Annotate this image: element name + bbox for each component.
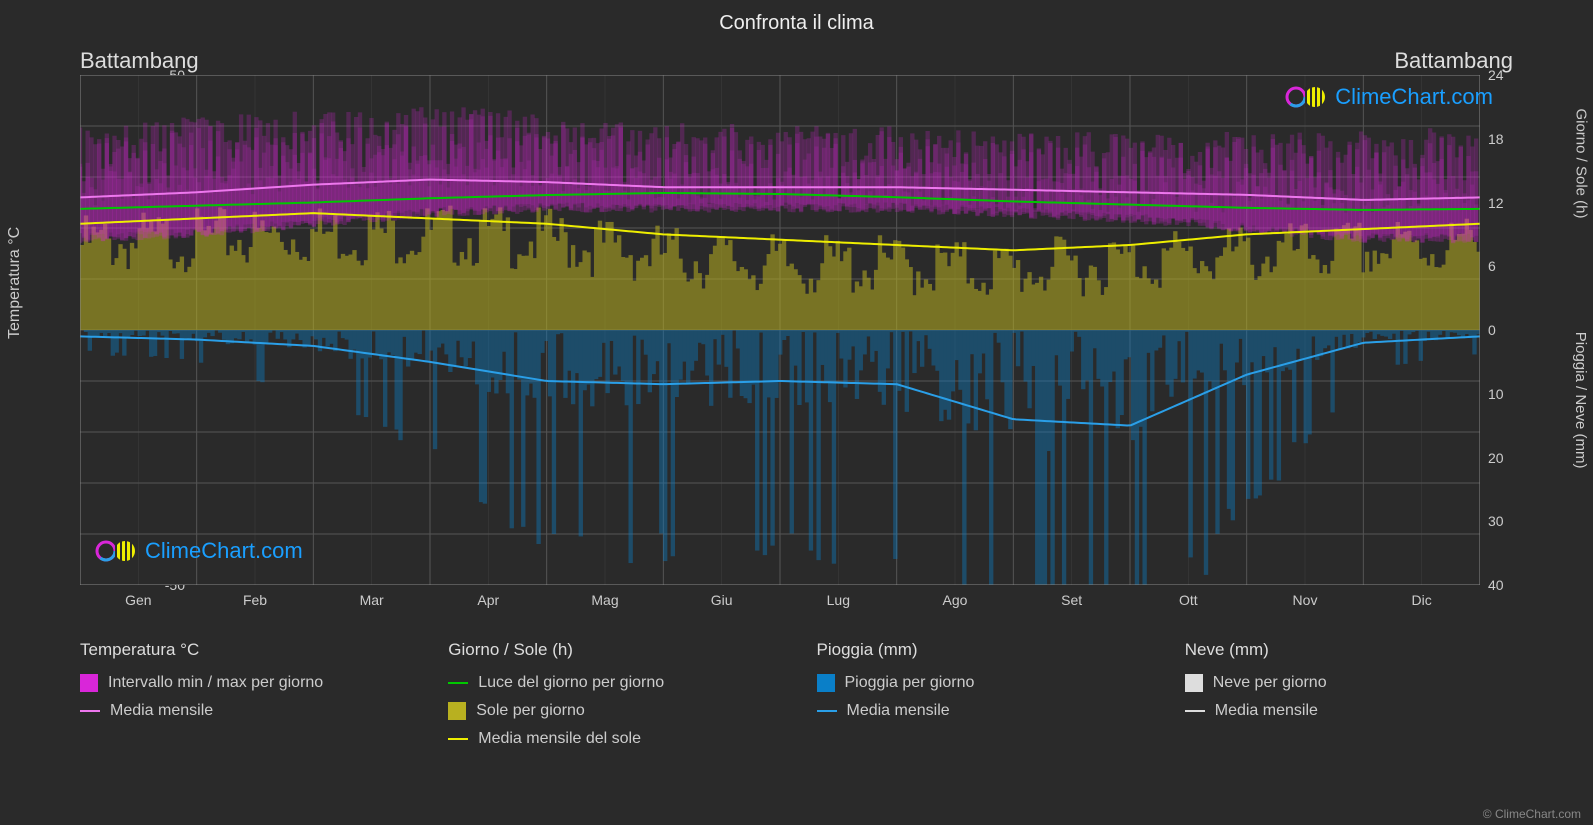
legend-swatch	[80, 674, 98, 692]
legend-item: Neve per giorno	[1185, 674, 1513, 692]
legend-item: Luce del giorno per giorno	[448, 674, 776, 692]
y-tick-right: 20	[1488, 450, 1504, 466]
x-tick: Set	[1061, 592, 1082, 608]
legend-label: Media mensile	[1215, 702, 1318, 720]
legend-label: Neve per giorno	[1213, 674, 1327, 692]
y-axis-right-top-label: Giorno / Sole (h)	[1573, 108, 1590, 218]
y-tick-right: 10	[1488, 386, 1504, 402]
y-axis-left-label: Temperatura °C	[6, 227, 24, 339]
x-tick: Mag	[591, 592, 618, 608]
legend: Temperatura °C Intervallo min / max per g…	[80, 640, 1513, 758]
legend-swatch	[817, 710, 837, 712]
legend-swatch	[80, 710, 100, 712]
y-axis-right-bottom-label: Pioggia / Neve (mm)	[1573, 332, 1590, 469]
chart-title: Confronta il clima	[719, 12, 874, 35]
x-tick: Dic	[1412, 592, 1432, 608]
climate-chart: Confronta il clima Battambang Battambang…	[0, 0, 1593, 825]
legend-label: Intervallo min / max per giorno	[108, 674, 323, 692]
legend-item: Pioggia per giorno	[817, 674, 1145, 692]
climechart-logo-icon	[1285, 85, 1329, 109]
y-tick-right: 12	[1488, 195, 1504, 211]
plot-area	[80, 75, 1480, 585]
x-tick: Nov	[1293, 592, 1318, 608]
legend-title: Giorno / Sole (h)	[448, 640, 776, 660]
legend-label: Media mensile	[847, 702, 950, 720]
legend-item: Sole per giorno	[448, 702, 776, 720]
legend-swatch	[1185, 710, 1205, 712]
legend-label: Pioggia per giorno	[845, 674, 975, 692]
x-tick: Giu	[711, 592, 733, 608]
x-tick: Apr	[477, 592, 499, 608]
legend-item: Intervallo min / max per giorno	[80, 674, 408, 692]
legend-item: Media mensile	[817, 702, 1145, 720]
y-tick-right: 18	[1488, 131, 1504, 147]
x-tick: Mar	[360, 592, 384, 608]
legend-group: Giorno / Sole (h) Luce del giorno per gio…	[448, 640, 776, 758]
legend-swatch	[448, 738, 468, 740]
y-tick-right: 6	[1488, 258, 1496, 274]
legend-item: Media mensile del sole	[448, 730, 776, 748]
watermark-bottom: ClimeChart.com	[95, 538, 303, 564]
legend-swatch	[448, 682, 468, 684]
watermark-text: ClimeChart.com	[145, 538, 303, 564]
legend-swatch	[1185, 674, 1203, 692]
legend-group: Neve (mm) Neve per giorno Media mensile	[1185, 640, 1513, 758]
x-tick: Gen	[125, 592, 151, 608]
y-tick-right: 40	[1488, 577, 1504, 593]
legend-label: Media mensile	[110, 702, 213, 720]
legend-group: Pioggia (mm) Pioggia per giorno Media mens…	[817, 640, 1145, 758]
legend-swatch	[448, 702, 466, 720]
watermark-text: ClimeChart.com	[1335, 84, 1493, 110]
legend-item: Media mensile	[80, 702, 408, 720]
legend-item: Media mensile	[1185, 702, 1513, 720]
legend-title: Pioggia (mm)	[817, 640, 1145, 660]
x-tick: Lug	[827, 592, 850, 608]
legend-label: Media mensile del sole	[478, 730, 641, 748]
x-tick: Ott	[1179, 592, 1198, 608]
legend-group: Temperatura °C Intervallo min / max per g…	[80, 640, 408, 758]
y-tick-right: 24	[1488, 67, 1504, 83]
legend-title: Neve (mm)	[1185, 640, 1513, 660]
x-tick: Ago	[943, 592, 968, 608]
x-tick: Feb	[243, 592, 267, 608]
legend-label: Luce del giorno per giorno	[478, 674, 664, 692]
copyright-text: © ClimeChart.com	[1483, 807, 1581, 821]
legend-title: Temperatura °C	[80, 640, 408, 660]
y-tick-right: 0	[1488, 322, 1496, 338]
y-tick-right: 30	[1488, 513, 1504, 529]
legend-label: Sole per giorno	[476, 702, 585, 720]
climechart-logo-icon	[95, 539, 139, 563]
legend-swatch	[817, 674, 835, 692]
watermark-top: ClimeChart.com	[1285, 84, 1493, 110]
